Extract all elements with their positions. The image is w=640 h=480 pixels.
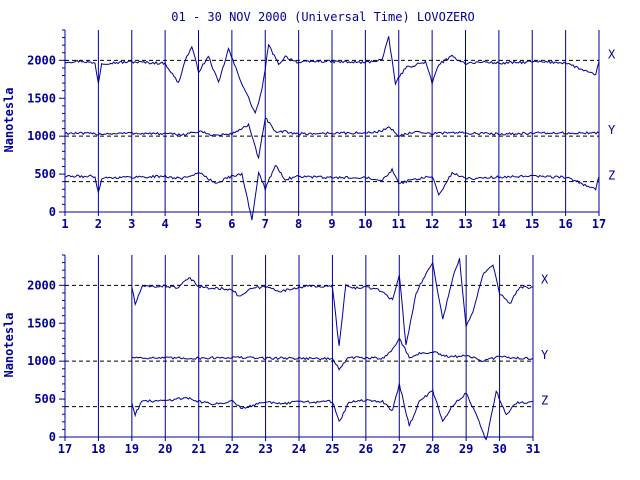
y-tick-label: 1500 xyxy=(27,91,56,105)
chart-title: 01 - 30 NOV 2000 (Universal Time) LOVOZE… xyxy=(171,10,474,24)
x-tick-label: 30 xyxy=(492,442,506,456)
x-tick-label: 18 xyxy=(91,442,105,456)
bottom-panel: 17 18 19 20 21 22 23 24 25 26 27 28 29 30 31 0 500 1000 15… xyxy=(2,254,549,456)
y-tick-label: 2000 xyxy=(27,278,56,292)
y-tick-label: 1000 xyxy=(27,129,56,143)
y-tick-label: 0 xyxy=(49,205,56,219)
series-z-trace xyxy=(64,164,600,221)
x-tick-label: 25 xyxy=(325,442,339,456)
x-tick-label: 7 xyxy=(262,217,269,231)
x-tick-label: 23 xyxy=(258,442,272,456)
x-tick-label: 1 xyxy=(61,217,68,231)
x-tick-label: 21 xyxy=(191,442,205,456)
x-tick-label: 10 xyxy=(358,217,372,231)
x-tick-label: 12 xyxy=(425,217,439,231)
x-tick-label: 26 xyxy=(359,442,373,456)
series-z-label: Z xyxy=(608,169,615,183)
x-tick-label: 6 xyxy=(228,217,235,231)
x-tick-label: 31 xyxy=(526,442,540,456)
x-tick-label: 4 xyxy=(162,217,169,231)
series-y-trace xyxy=(64,117,600,160)
y-axis-label: Nanotesla xyxy=(2,312,16,377)
y-tick-label: 1500 xyxy=(27,316,56,330)
y-tick-label: 2000 xyxy=(27,53,56,67)
x-tick-label: 2 xyxy=(95,217,102,231)
y-tick-label: 0 xyxy=(49,430,56,444)
x-tick-label: 16 xyxy=(558,217,572,231)
x-tick-label: 17 xyxy=(592,217,606,231)
x-tick-label: 27 xyxy=(392,442,406,456)
series-x-label: X xyxy=(608,47,616,61)
x-tick-label: 8 xyxy=(295,217,302,231)
x-tick-label: 11 xyxy=(392,217,406,231)
y-tick-label: 1000 xyxy=(27,354,56,368)
x-tick-label: 3 xyxy=(128,217,135,231)
x-tick-label: 17 xyxy=(58,442,72,456)
x-tick-label: 15 xyxy=(525,217,539,231)
series-x-label: X xyxy=(541,272,549,286)
y-axis-label: Nanotesla xyxy=(2,87,16,152)
x-tick-label: 14 xyxy=(492,217,506,231)
series-z-label: Z xyxy=(541,394,548,408)
x-tick-label: 20 xyxy=(158,442,172,456)
series-y-label: Y xyxy=(608,123,616,137)
y-tick-label: 500 xyxy=(34,167,56,181)
x-tick-label: 29 xyxy=(459,442,473,456)
top-panel: 1 2 3 4 5 6 7 8 9 10 11 12 13 14 15 16 17050010001500200… xyxy=(2,29,616,231)
x-tick-label: 19 xyxy=(125,442,139,456)
x-tick-label: 13 xyxy=(458,217,472,231)
series-x-trace xyxy=(64,36,600,115)
y-tick-label: 500 xyxy=(34,392,56,406)
series-y-trace xyxy=(131,337,534,371)
x-tick-label: 28 xyxy=(425,442,439,456)
series-x-trace xyxy=(131,258,534,346)
x-tick-label: 5 xyxy=(195,217,202,231)
x-tick-label: 22 xyxy=(225,442,239,456)
x-tick-label: 9 xyxy=(328,217,335,231)
series-z-trace xyxy=(131,383,534,441)
x-tick-label: 24 xyxy=(292,442,306,456)
series-y-label: Y xyxy=(541,348,549,362)
